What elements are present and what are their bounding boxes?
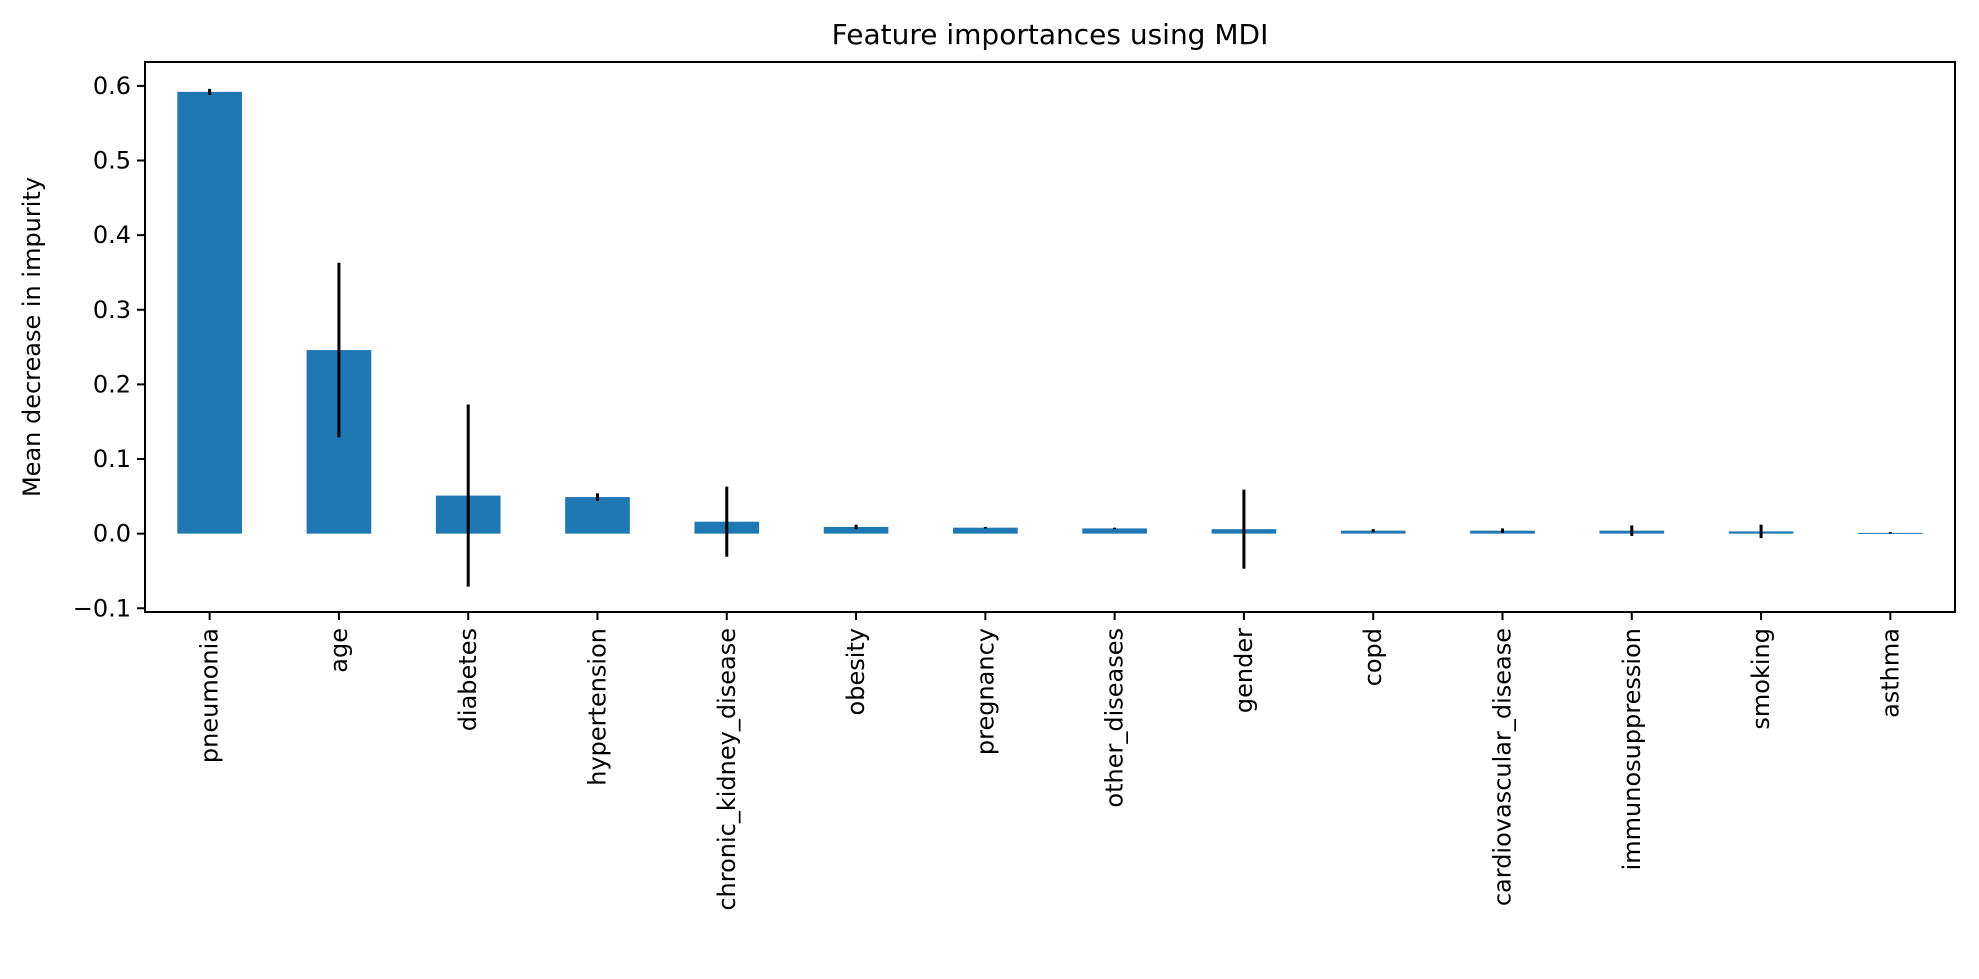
bar-pneumonia	[177, 91, 242, 534]
y-tick-label: 0.5	[93, 147, 131, 175]
x-tick-label-diabetes: diabetes	[454, 628, 482, 731]
y-tick-label: 0.2	[93, 370, 131, 398]
y-tick-label: −0.1	[73, 594, 131, 622]
x-tick-label-other_diseases: other_diseases	[1101, 628, 1129, 808]
bar-pregnancy	[953, 527, 1018, 534]
chart-title: Feature importances using MDI	[832, 18, 1269, 51]
plot-frame	[144, 61, 1956, 613]
x-axis: pneumonia age diabetes hypertension chronic_…	[196, 612, 1904, 911]
x-tick-label-pneumonia: pneumonia	[196, 628, 224, 763]
y-axis-label: Mean decrease in impurity	[18, 177, 46, 497]
bar-other_diseases	[1082, 528, 1147, 534]
x-tick-label-chronic_kidney_disease: chronic_kidney_disease	[713, 628, 741, 911]
error-bars-layer	[208, 88, 1892, 587]
bar-hypertension	[565, 497, 630, 534]
x-tick-label-age: age	[325, 628, 353, 673]
x-tick-label-asthma: asthma	[1876, 628, 1904, 718]
y-tick-label: 0.1	[93, 445, 131, 473]
x-tick-label-pregnancy: pregnancy	[971, 628, 999, 755]
y-axis: −0.1 0.0 0.1 0.2 0.3 0.4 0.5 0.6	[73, 72, 145, 622]
y-tick-label: 0.6	[93, 72, 131, 100]
bar-copd	[1340, 530, 1406, 534]
x-tick-label-smoking: smoking	[1747, 628, 1775, 730]
x-tick-label-hypertension: hypertension	[584, 628, 612, 786]
x-tick-label-cardiovascular_disease: cardiovascular_disease	[1489, 628, 1517, 906]
x-tick-label-immunosuppression: immunosuppression	[1618, 628, 1646, 870]
x-tick-label-copd: copd	[1359, 628, 1387, 686]
y-tick-label: 0.3	[93, 296, 131, 324]
y-tick-label: 0.4	[93, 221, 131, 249]
x-tick-label-gender: gender	[1230, 628, 1258, 713]
y-tick-label: 0.0	[93, 520, 131, 548]
bar-obesity	[823, 526, 889, 534]
x-tick-label-obesity: obesity	[842, 628, 870, 715]
